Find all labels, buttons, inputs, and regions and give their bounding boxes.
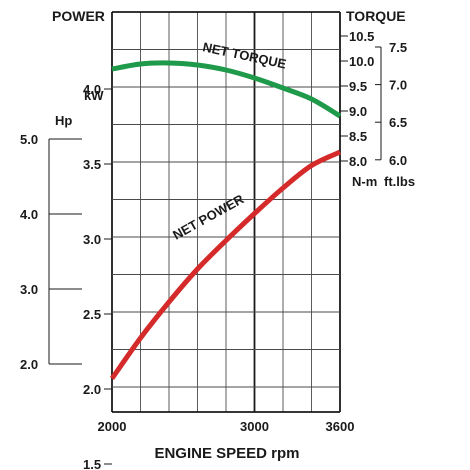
power-curve [109, 149, 342, 380]
nm-unit-label: N-m [352, 174, 377, 189]
kw-tick-label: 3.0 [83, 232, 101, 247]
hp-tick-label: 3.0 [20, 282, 38, 297]
hp-tick-label: 5.0 [20, 132, 38, 147]
x-axis-title: ENGINE SPEED rpm [154, 445, 299, 462]
hp-unit-label: Hp [55, 113, 72, 128]
nm-tick-label: 8.5 [349, 129, 367, 144]
torque-axis-title: TORQUE [346, 8, 406, 24]
ftlbs-unit-label: ft.lbs [384, 174, 415, 189]
nm-tick-label: 10.0 [349, 54, 374, 69]
chart-series [109, 60, 342, 380]
nm-tick-label: 9.5 [349, 79, 367, 94]
hp-tick-label: 4.0 [20, 207, 38, 222]
nm-tick-label: 8.0 [349, 154, 367, 169]
chart-axes: 2000 3000 3600 4.0 3.5 3.0 2.5 2.0 1.5 5.0 4.0 3.0 2… [20, 29, 407, 470]
nm-tick-label: 9.0 [349, 104, 367, 119]
kw-unit-label: kW [84, 88, 104, 103]
ftlbs-tick-label: 6.5 [389, 115, 407, 130]
ftlbs-tick-label: 7.0 [389, 78, 407, 93]
kw-tick-label: 2.0 [83, 382, 101, 397]
kw-tick-label: 1.5 [83, 457, 101, 470]
kw-tick-label: 3.5 [83, 157, 101, 172]
ftlbs-tick-label: 7.5 [389, 40, 407, 55]
power-axis-title: POWER [52, 8, 105, 24]
ftlbs-tick-label: 6.0 [389, 153, 407, 168]
torque-curve [111, 60, 342, 119]
kw-tick-label: 4.0 [83, 82, 101, 97]
x-tick-label: 3000 [240, 419, 269, 434]
x-tick-label: 2000 [98, 419, 127, 434]
kw-tick-label: 2.5 [83, 307, 101, 322]
hp-tick-label: 2.0 [20, 357, 38, 372]
x-tick-label: 3600 [326, 419, 355, 434]
nm-tick-label: 10.5 [349, 29, 374, 44]
